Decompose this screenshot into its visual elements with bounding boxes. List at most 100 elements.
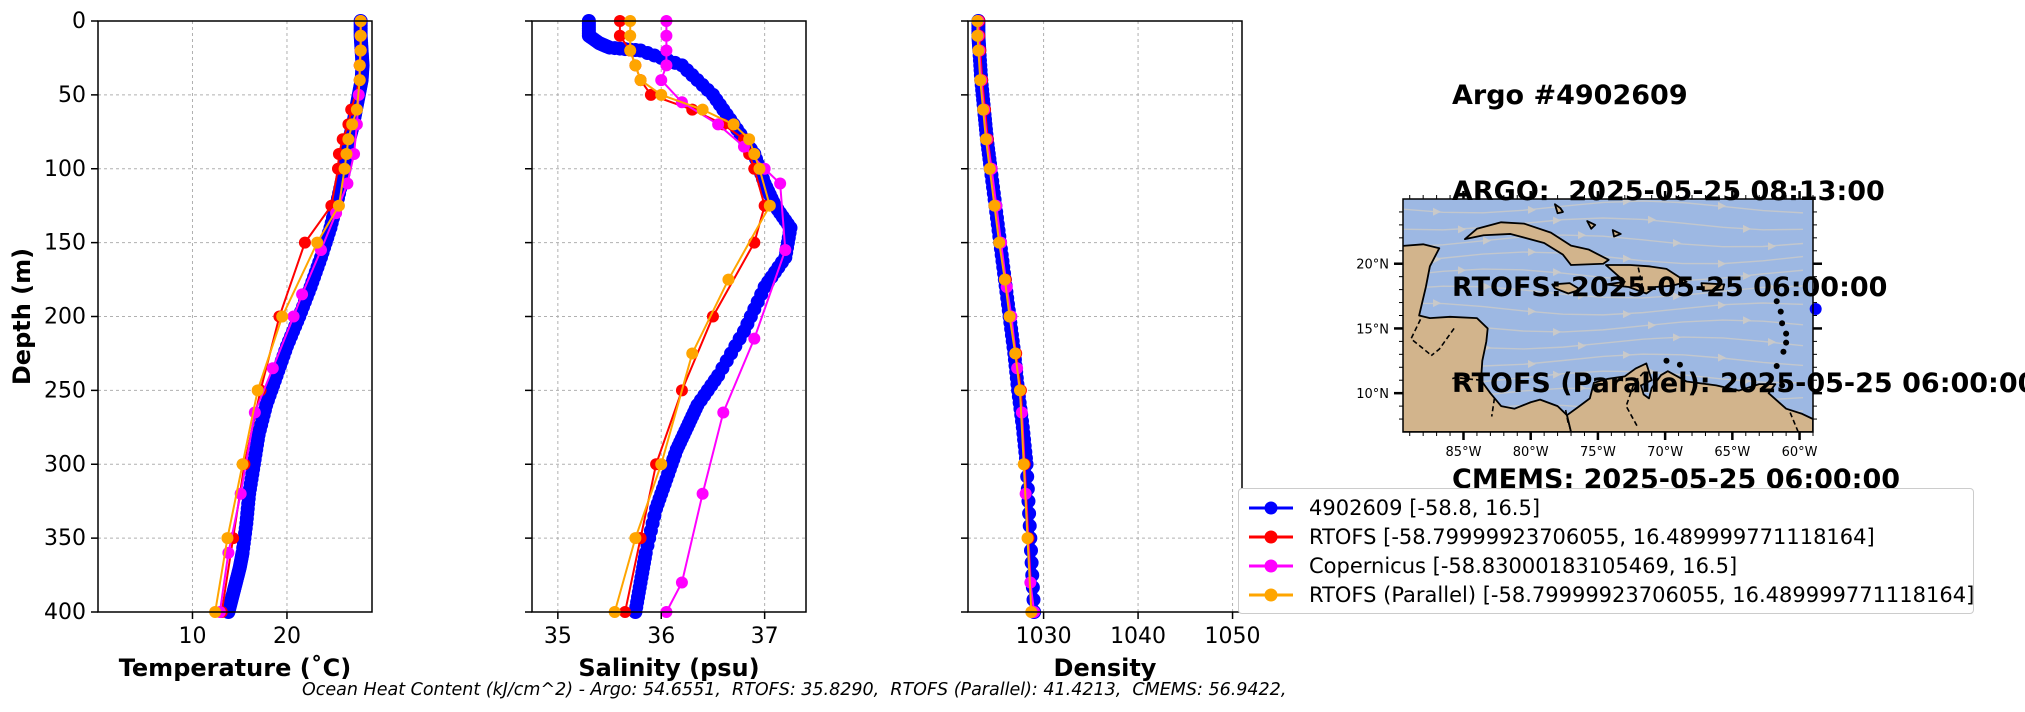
current-arrow [1743, 272, 1751, 281]
x-axis-label: Temperature (˚C) [119, 654, 352, 682]
y-tick-label: 350 [44, 526, 86, 551]
current-arrow [1578, 384, 1586, 393]
data-point-rtofs-parallel [340, 147, 353, 160]
data-point-rtofs-parallel [993, 236, 1006, 249]
data-point-rtofs-parallel [624, 44, 637, 57]
data-point-rtofs-parallel [977, 103, 990, 116]
map-lon-label: 85°W [1446, 445, 1482, 460]
island [1777, 308, 1784, 315]
country-border [1625, 371, 1645, 429]
data-point-argo [1020, 469, 1035, 484]
data-point-rtofs-parallel [276, 310, 289, 323]
legend-swatch [1247, 556, 1295, 576]
current-arrow [1528, 205, 1536, 214]
current-arrow [1768, 242, 1776, 251]
current-arrow [1553, 370, 1561, 379]
map-lat-label: 10°N [1356, 387, 1389, 402]
island [1780, 348, 1787, 355]
map-lon-label: 65°W [1714, 445, 1750, 460]
land-central-america [1403, 243, 1572, 432]
y-tick-label: 250 [44, 378, 86, 403]
data-point-rtofs-parallel [1021, 532, 1034, 545]
current-arrow [1483, 236, 1491, 245]
current-arrow [1433, 207, 1441, 216]
current-arrow [1718, 301, 1726, 310]
legend-label: 4902609 [-58.8, 16.5] [1309, 495, 1541, 520]
current-arrow [1623, 199, 1631, 206]
x-tick-label: 20 [273, 624, 301, 649]
data-point-rtofs-parallel [998, 273, 1011, 286]
current-arrow [1718, 259, 1726, 268]
data-point-rtofs-parallel [332, 199, 345, 212]
data-point-copernicus [779, 244, 792, 257]
title-line-argo-time: ARGO: 2025-05-25 08:13:00 [1452, 176, 1885, 207]
data-point-copernicus [696, 487, 709, 500]
title-line-rtofs-time: RTOFS: 2025-05-25 06:00:00 [1452, 272, 1888, 303]
temperature-panel: 10 20050100150200250300350400Temperature … [8, 9, 373, 682]
current-arrow [1673, 333, 1681, 342]
data-point-rtofs-parallel [251, 384, 264, 397]
data-point-copernicus [287, 310, 300, 323]
island [1773, 298, 1780, 305]
x-tick-label: 36 [647, 624, 675, 649]
title-line-float: Argo #4902609 [1452, 80, 1688, 111]
x-tick-label: 35 [544, 624, 572, 649]
data-point-rtofs-parallel [311, 236, 324, 249]
x-axis-label: Salinity (psu) [578, 654, 759, 682]
data-point-rtofs [298, 236, 311, 249]
data-point-argo [1022, 518, 1037, 533]
data-point-rtofs-parallel [1003, 310, 1016, 323]
current-arrow [1648, 321, 1656, 330]
land-hispaniola [1605, 264, 1688, 295]
island [1663, 357, 1670, 364]
data-point-rtofs [613, 29, 626, 42]
data-point-copernicus [675, 576, 688, 589]
data-point-rtofs-parallel [722, 273, 735, 286]
data-point-rtofs-parallel [1009, 347, 1022, 360]
x-axis-label: Density [1054, 654, 1157, 682]
data-point-rtofs-parallel [753, 162, 766, 175]
map-lat-label: 20°N [1356, 258, 1389, 273]
map-lon-label: 70°W [1647, 445, 1683, 460]
data-point-argo [1022, 506, 1037, 521]
country-border [1637, 267, 1644, 286]
legend-label: RTOFS (Parallel) [-58.79999923706055, 16… [1309, 582, 1975, 607]
current-arrow [1743, 376, 1751, 385]
current-arrow [1743, 316, 1751, 325]
legend-entry: RTOFS (Parallel) [-58.79999923706055, 16… [1247, 580, 1974, 609]
data-point-rtofs-parallel [354, 29, 367, 42]
land-bahamas [1611, 229, 1622, 238]
current-arrow [1768, 337, 1776, 346]
data-point-rtofs-parallel [686, 347, 699, 360]
current-arrow [1718, 353, 1726, 362]
y-tick-label: 150 [44, 231, 86, 256]
data-point-rtofs-parallel [353, 59, 366, 72]
salinity-panel: 35 36 37 Salinity (psu) [525, 14, 807, 682]
data-point-copernicus [712, 118, 725, 131]
current-streamline [1403, 217, 1804, 231]
location-map: 85°W 80°W 75°W 70°W 65°W 60°W 20°N 15°N 10°N [1356, 191, 1822, 460]
land-bahamas [1554, 203, 1564, 215]
map-lon-label: 75°W [1580, 445, 1616, 460]
map-content [1403, 199, 1813, 432]
current-streamline [1403, 268, 1804, 282]
data-point-copernicus [660, 59, 673, 72]
data-point-rtofs-parallel [353, 74, 366, 87]
data-point-rtofs-parallel [1017, 458, 1030, 471]
data-point-copernicus [655, 74, 668, 87]
data-point-rtofs-parallel [634, 74, 647, 87]
data-point-rtofs-parallel [350, 103, 363, 116]
country-border [1410, 319, 1432, 357]
data-point-rtofs-parallel [1013, 384, 1026, 397]
island [1783, 339, 1790, 346]
current-arrow [1718, 201, 1726, 210]
series-line-rtofs-parallel [976, 21, 1033, 613]
current-arrow [1673, 292, 1681, 301]
current-arrow [1578, 231, 1586, 240]
current-arrow [1528, 359, 1536, 368]
y-tick-label: 100 [44, 157, 86, 182]
data-point-rtofs [644, 88, 657, 101]
current-arrow [1648, 215, 1656, 224]
land-south-america [1566, 362, 1813, 432]
